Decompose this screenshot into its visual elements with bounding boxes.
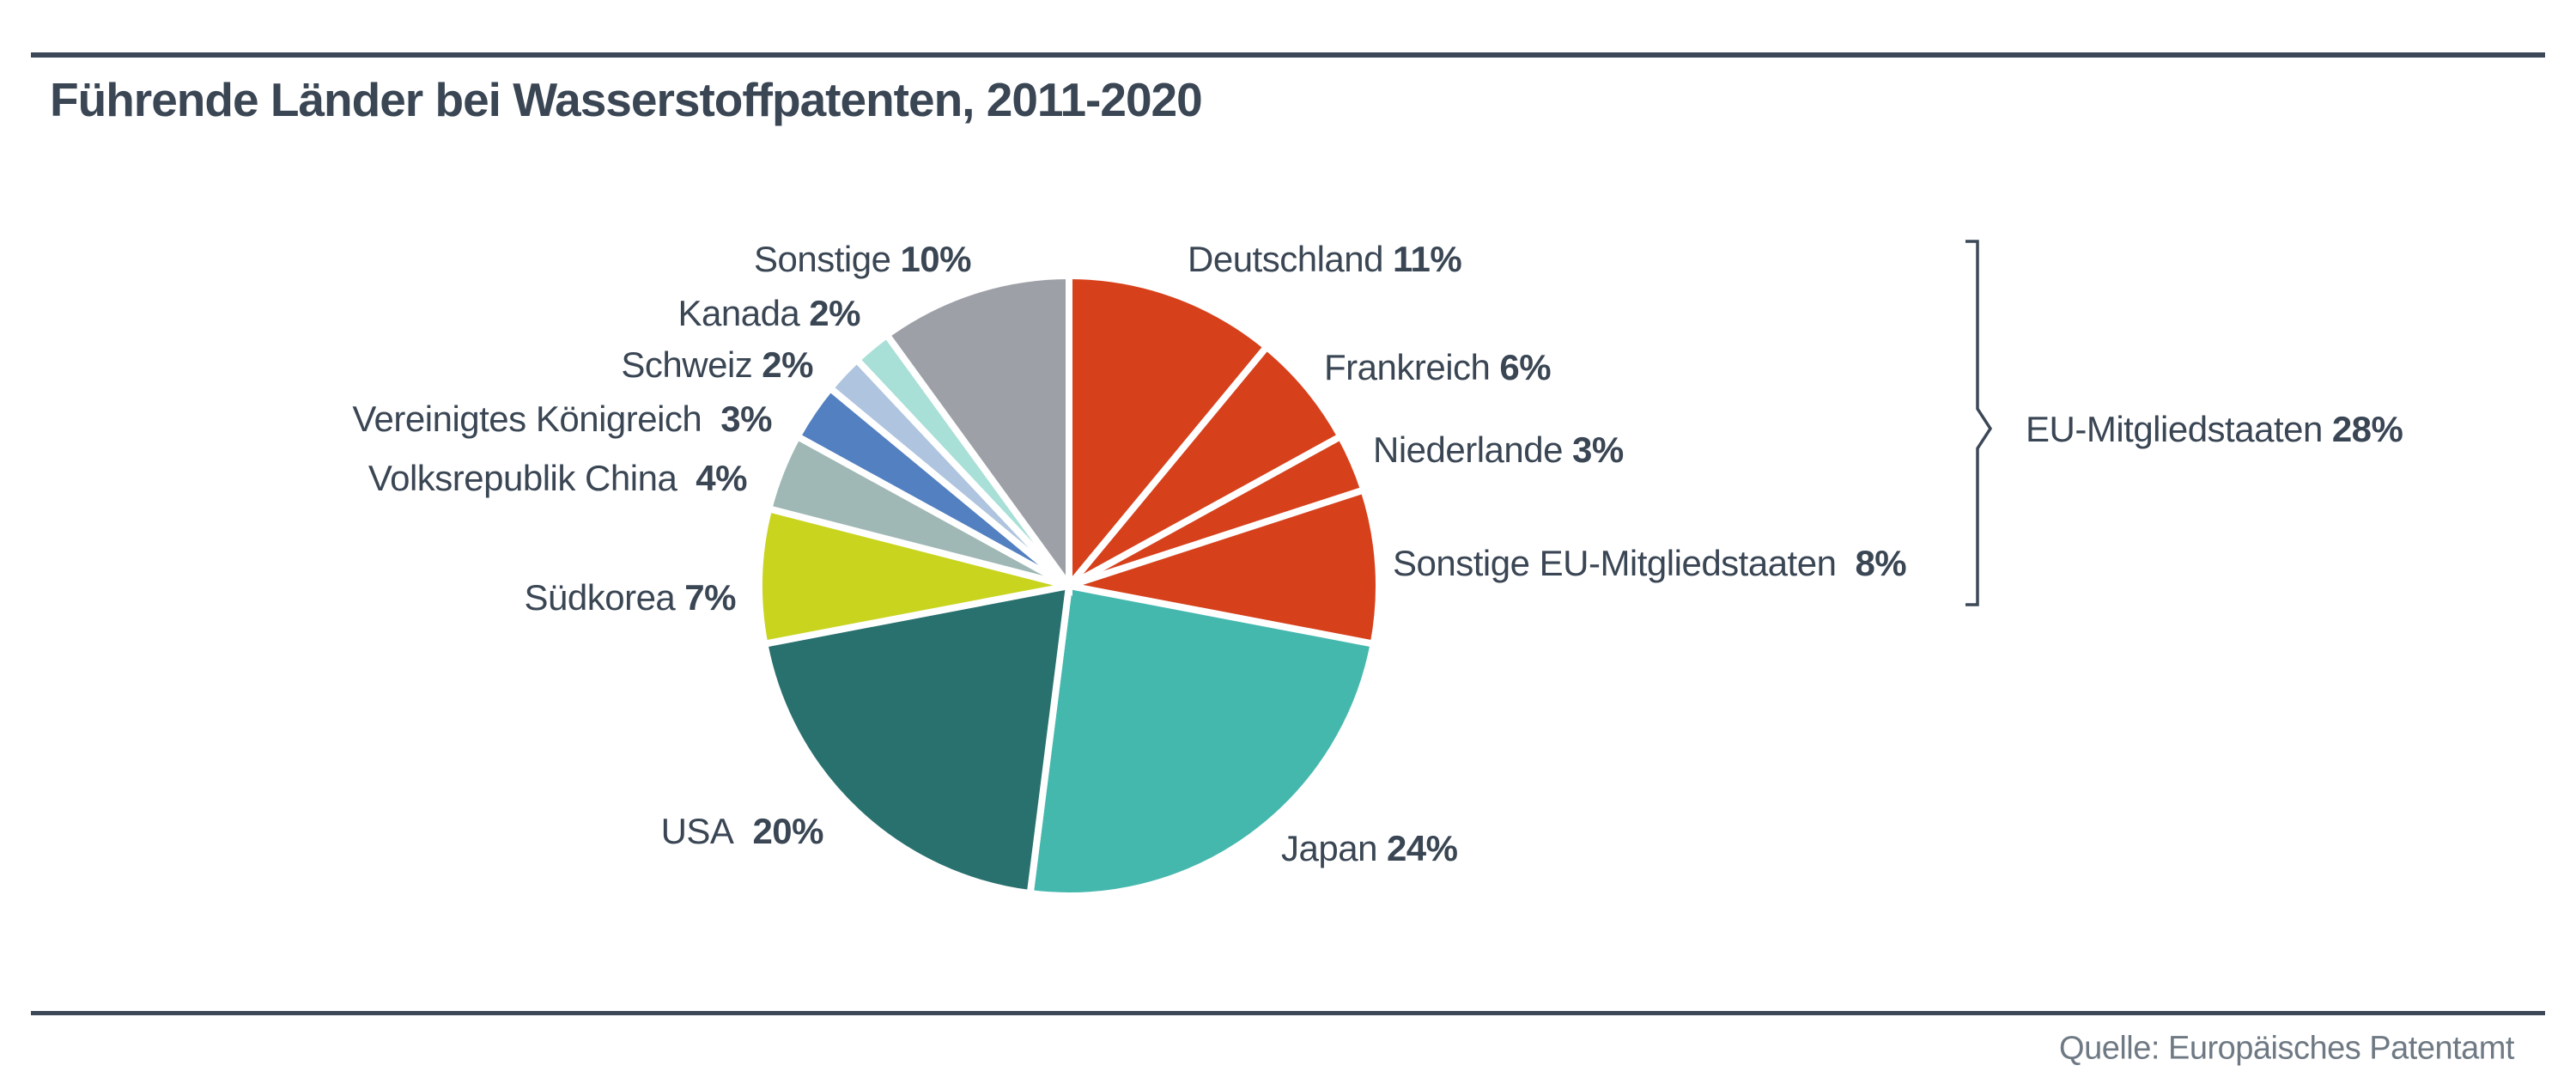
label-text: Vereinigtes Königreich	[352, 398, 702, 439]
label-deutschland: Deutschland 11%	[1188, 238, 1462, 280]
eu-group-label: EU-Mitgliedstaaten 28%	[2026, 409, 2403, 450]
pie-slice-usa	[760, 582, 1073, 898]
label-pct: 10%	[900, 238, 971, 279]
label-kanada: Kanada 2%	[677, 293, 860, 334]
label-pct: 3%	[720, 398, 772, 439]
label-pct: 4%	[696, 457, 747, 498]
label-pct: 24%	[1386, 827, 1458, 868]
label-pct: 2%	[809, 292, 860, 333]
label-pct: 6%	[1499, 346, 1552, 387]
label-text: Südkorea	[524, 576, 676, 618]
eu-bracket	[1965, 240, 1993, 606]
label-text: Kanada	[677, 292, 800, 333]
chart-title: Führende Länder bei Wasserstoffpatenten,…	[50, 73, 1203, 126]
label-pct: 7%	[684, 576, 736, 618]
pie-slice-sonstige	[882, 271, 1072, 597]
label-text: EU-Mitgliedstaaten	[2026, 409, 2323, 449]
label-text: Deutschland	[1188, 238, 1383, 279]
top-rule	[31, 52, 2545, 58]
label-suedkorea: Südkorea 7%	[525, 577, 737, 618]
label-pct: 20%	[752, 810, 823, 851]
pie-chart	[756, 271, 1382, 899]
label-pct: 11%	[1392, 238, 1462, 279]
label-text: Volksrepublik China	[368, 457, 677, 498]
label-text: Sonstige	[753, 238, 891, 279]
label-niederlande: Niederlande 3%	[1373, 429, 1624, 471]
pie-slice-deutschland	[1066, 271, 1272, 596]
label-sonstige-eu: Sonstige EU-Mitgliedstaaten 8%	[1393, 542, 1907, 584]
source-text: Quelle: Europäisches Patentamt	[2059, 1030, 2514, 1067]
pie-slice-japan	[1026, 582, 1378, 899]
label-text: Japan	[1281, 827, 1377, 868]
label-vereinigtes-koenigreich: Vereinigtes Königreich 3%	[352, 399, 772, 440]
label-frankreich: Frankreich 6%	[1324, 346, 1552, 388]
label-pct: 3%	[1572, 429, 1624, 470]
label-usa: USA 20%	[660, 810, 824, 852]
label-text: Frankreich	[1324, 346, 1491, 387]
label-sonstige: Sonstige 10%	[753, 238, 972, 280]
label-pct: 8%	[1855, 542, 1907, 583]
label-pct: 2%	[762, 344, 813, 385]
pie-slice-sonstige-eu-mitgliedstaaten	[1067, 485, 1382, 649]
label-china: Volksrepublik China 4%	[368, 457, 748, 499]
pie-slice-südkorea	[756, 504, 1070, 649]
label-japan: Japan 24%	[1281, 828, 1458, 869]
label-text: USA	[660, 810, 734, 851]
label-pct: 28%	[2331, 409, 2403, 449]
label-schweiz: Schweiz 2%	[621, 344, 813, 386]
label-text: Sonstige EU-Mitgliedstaaten	[1393, 542, 1837, 583]
label-text: Niederlande	[1373, 429, 1564, 470]
label-text: Schweiz	[621, 344, 753, 385]
bottom-rule	[31, 1011, 2545, 1015]
eu-bracket-line	[1965, 240, 1993, 606]
